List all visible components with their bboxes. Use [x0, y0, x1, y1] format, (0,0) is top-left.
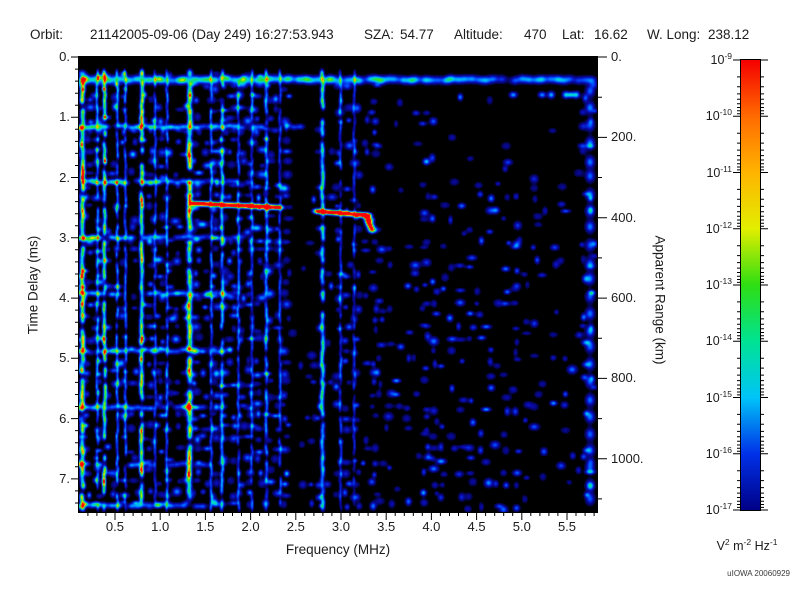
y-right-tick-label: 600. [611, 290, 637, 306]
spectrogram-frame [78, 56, 598, 513]
colorbar-tick-label: 10-15 [705, 388, 732, 405]
y-left-tick-label: 6. [59, 410, 70, 426]
altitude-label: Altitude: [454, 27, 503, 42]
datetime-value: 2005-09-06 (Day 249) 16:27:53.943 [119, 27, 334, 42]
colorbar-tick-label: 10-14 [705, 332, 732, 349]
x-tick-label: 5.0 [512, 519, 531, 534]
x-tick-label: 2.0 [241, 519, 260, 534]
colorbar-tick-label: 10-16 [705, 444, 732, 461]
spectrogram-canvas [79, 57, 597, 512]
colorbar-tick-label: 10-10 [705, 107, 732, 124]
frequency-axis-title: Frequency (MHz) [285, 542, 391, 557]
wlong-label: W. Long: [647, 27, 701, 42]
orbit-value: 2114 [90, 27, 120, 42]
x-tick-label: 3.5 [377, 519, 396, 534]
x-tick-label: 2.5 [286, 519, 305, 534]
x-tick-label: 4.5 [467, 519, 486, 534]
x-tick-label: 1.0 [151, 519, 170, 534]
altitude-value: 470 [524, 27, 547, 42]
lat-label: Lat: [562, 27, 585, 42]
colorbar-tick-label: 10-11 [706, 163, 732, 180]
x-tick-label: 0.5 [105, 519, 124, 534]
colorbar-tick-label: 10-12 [705, 219, 732, 236]
y-left-tick-label: 2. [59, 169, 70, 185]
lat-value: 16.62 [594, 27, 628, 42]
colorbar [740, 59, 761, 511]
colorbar-tick-label: 10-13 [705, 276, 732, 293]
sza-label: SZA: [364, 27, 395, 42]
y-right-tick-label: 800. [611, 370, 637, 386]
y-left-tick-label: 7. [59, 470, 70, 486]
colorbar-tick-label: 10-17 [705, 501, 732, 518]
watermark: uIOWA 20060929 [727, 569, 790, 578]
y-right-tick-label: 200. [611, 129, 637, 145]
time-delay-axis-title: Time Delay (ms) [25, 235, 41, 335]
x-tick-label: 3.0 [331, 519, 350, 534]
y-left-tick-label: 5. [59, 350, 70, 366]
y-right-tick-label: 1000. [611, 450, 644, 466]
wlong-value: 238.12 [708, 27, 750, 42]
orbit-label: Orbit: [30, 27, 64, 42]
x-tick-label: 5.5 [557, 519, 577, 534]
y-left-tick-label: 4. [59, 290, 70, 306]
y-right-tick-label: 400. [611, 209, 637, 225]
y-left-tick-label: 3. [59, 229, 70, 245]
y-left-tick-label: 1. [59, 109, 70, 125]
colorbar-tick-label: 10-9 [710, 51, 732, 68]
x-tick-label: 4.0 [422, 519, 441, 534]
y-left-tick-label: 0. [59, 49, 70, 64]
y-right-tick-label: 0. [611, 49, 622, 64]
apparent-range-axis-title: Apparent Range (km) [652, 235, 668, 365]
x-tick-label: 1.5 [196, 519, 215, 534]
colorbar-unit-label: V2 m-2 Hz-1 [716, 537, 778, 554]
sza-value: 54.77 [400, 27, 434, 42]
